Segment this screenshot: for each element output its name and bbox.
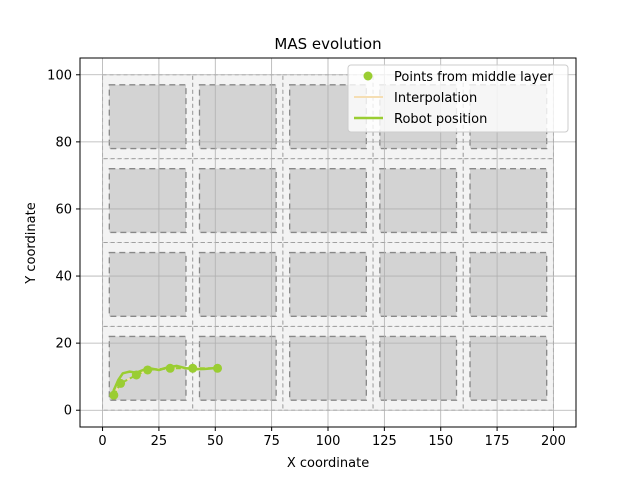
middle-layer-point	[165, 363, 175, 373]
cell-inner	[198, 84, 277, 150]
chart-title: MAS evolution	[274, 35, 381, 53]
x-tick-label: 0	[98, 434, 106, 449]
cell-inner	[379, 335, 458, 401]
x-tick-label: 175	[485, 434, 510, 449]
legend-label-points: Points from middle layer	[394, 70, 553, 85]
x-tick-label: 75	[263, 434, 280, 449]
cell-inner	[108, 84, 187, 150]
cell-inner	[379, 168, 458, 234]
middle-layer-point	[109, 390, 119, 400]
legend-box	[347, 64, 569, 133]
cell-inner	[469, 168, 548, 234]
cell-inner	[198, 168, 277, 234]
y-axis-label: Y coordinate	[24, 202, 39, 284]
cell-inner	[108, 168, 187, 234]
x-axis-label: X coordinate	[287, 456, 369, 471]
middle-layer-point	[213, 363, 223, 373]
cell-inner	[469, 335, 548, 401]
middle-layer-point	[188, 363, 198, 373]
y-tick-label: 20	[55, 337, 72, 352]
cell-inner	[469, 251, 548, 317]
y-tick-label: 100	[47, 68, 72, 83]
y-tick-label: 0	[64, 404, 72, 419]
middle-layer-point	[116, 378, 126, 388]
middle-layer-point	[143, 365, 153, 375]
x-tick-label: 25	[151, 434, 168, 449]
y-tick-label: 40	[55, 270, 72, 285]
cell-inner	[108, 251, 187, 317]
legend-label-robot: Robot position	[394, 112, 487, 127]
x-tick-label: 200	[541, 434, 566, 449]
x-tick-label: 50	[207, 434, 224, 449]
legend: Points from middle layer Interpolation R…	[347, 64, 569, 133]
x-tick-label: 150	[428, 434, 453, 449]
legend-label-interpolation: Interpolation	[394, 91, 477, 106]
y-tick-label: 60	[55, 202, 72, 217]
middle-layer-point	[131, 370, 141, 380]
plot-area: 0 25 50 75 100 125 150 175 200 0 20 40 60 80 100	[47, 57, 577, 449]
x-tick-label: 100	[316, 434, 341, 449]
x-tick-label: 125	[372, 434, 397, 449]
cell-inner	[379, 251, 458, 317]
legend-marker-points	[363, 71, 373, 81]
y-tick-label: 80	[55, 135, 72, 150]
cell-inner	[198, 251, 277, 317]
